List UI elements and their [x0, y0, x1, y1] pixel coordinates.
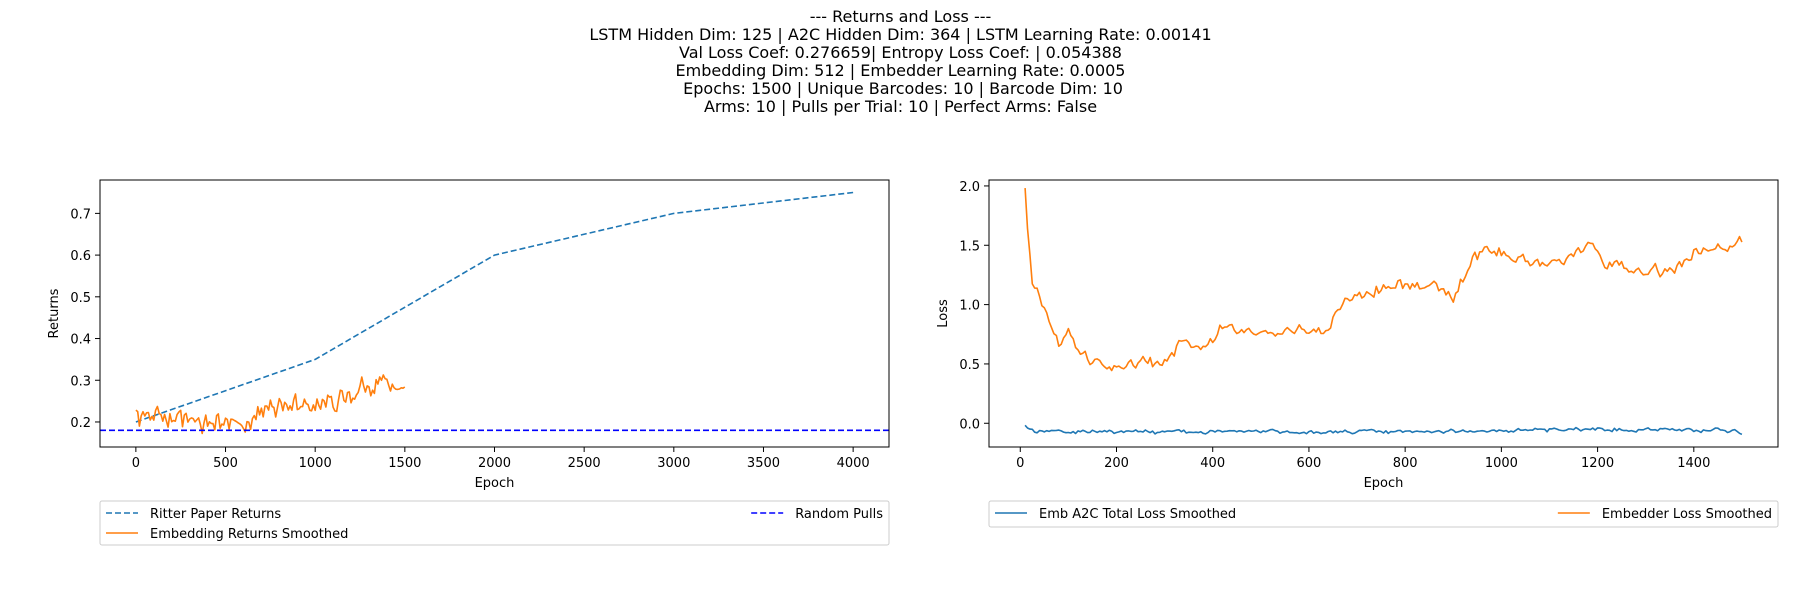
- chart-panel: 0 500 1000 1500 2000 2500 3000 3500 4000 0.2 0.3 0.…: [47, 179, 890, 546]
- x-axis-label: Epoch: [475, 476, 515, 491]
- y-tick-label: 2.0: [959, 180, 980, 195]
- x-tick-label: 0: [132, 456, 140, 471]
- figure-title-line: Arms: 10 | Pulls per Trial: 10 | Perfect…: [703, 97, 1098, 116]
- legend-entry: Ritter Paper Returns: [150, 507, 281, 522]
- figure-title-line: Epochs: 1500 | Unique Barcodes: 10 | Bar…: [678, 79, 1123, 98]
- series-line-embedding-returns-smoothed: [135, 374, 406, 435]
- x-tick-label: 1200: [1581, 456, 1614, 471]
- x-tick-label: 1400: [1677, 456, 1710, 471]
- legend-entry: Random Pulls: [795, 507, 883, 522]
- y-tick-label: 0.4: [70, 333, 91, 348]
- x-tick-label: 600: [1297, 456, 1322, 471]
- figure-title-line: LSTM Hidden Dim: 125 | A2C Hidden Dim: 3…: [589, 25, 1212, 44]
- y-tick-label: 0.6: [70, 249, 91, 264]
- x-tick-label: 0: [1016, 456, 1024, 471]
- y-tick-label: 0.5: [959, 358, 980, 373]
- legend-entry: Embedder Loss Smoothed: [1602, 507, 1772, 522]
- y-tick-label: 0.5: [70, 291, 91, 306]
- y-tick-label: 0.3: [70, 374, 91, 389]
- series-line-emb-a2c-total-loss-smoothed: [1024, 424, 1743, 436]
- figure-title-line: Embedding Dim: 512 | Embedder Learning R…: [675, 61, 1126, 80]
- x-tick-label: 1000: [1485, 456, 1518, 471]
- legend-box: [988, 500, 1779, 528]
- x-tick-label: 1500: [388, 456, 421, 471]
- axes-frame: [988, 179, 1779, 448]
- y-tick-label: 0.2: [70, 416, 91, 431]
- figure-title-line: --- Returns and Loss ---: [809, 7, 992, 26]
- y-axis-label: Returns: [47, 288, 62, 338]
- chart-panel: 0 200 400 600 800 1000 1200 1400 0.0 0.5 1.0 1.5 2.0…: [936, 179, 1779, 528]
- series-line-ritter-paper-returns: [135, 191, 854, 423]
- x-axis-label: Epoch: [1364, 476, 1404, 491]
- x-tick-label: 2000: [478, 456, 511, 471]
- x-tick-label: 400: [1200, 456, 1225, 471]
- x-tick-label: 2500: [568, 456, 601, 471]
- y-axis-label: Loss: [936, 299, 951, 328]
- x-tick-label: 200: [1104, 456, 1129, 471]
- x-tick-label: 1000: [299, 456, 332, 471]
- x-tick-label: 3500: [747, 456, 780, 471]
- y-tick-label: 0.0: [959, 417, 980, 432]
- x-tick-label: 3000: [657, 456, 690, 471]
- figure-title: --- Returns and Loss --- LSTM Hidden Dim…: [0, 8, 1801, 116]
- axes-frame: [99, 179, 890, 448]
- x-tick-label: 500: [213, 456, 238, 471]
- legend-entry: Emb A2C Total Loss Smoothed: [1039, 507, 1236, 522]
- figure-title-line: Val Loss Coef: 0.276659| Entropy Loss Co…: [679, 43, 1122, 62]
- y-tick-label: 1.0: [959, 299, 980, 314]
- legend-entry: Embedding Returns Smoothed: [150, 527, 348, 542]
- y-tick-label: 0.7: [70, 207, 91, 222]
- series-line-embedder-loss-smoothed: [1024, 188, 1743, 372]
- legend-box: [99, 500, 890, 546]
- x-tick-label: 800: [1393, 456, 1418, 471]
- x-tick-label: 4000: [837, 456, 870, 471]
- y-tick-label: 1.5: [959, 239, 980, 254]
